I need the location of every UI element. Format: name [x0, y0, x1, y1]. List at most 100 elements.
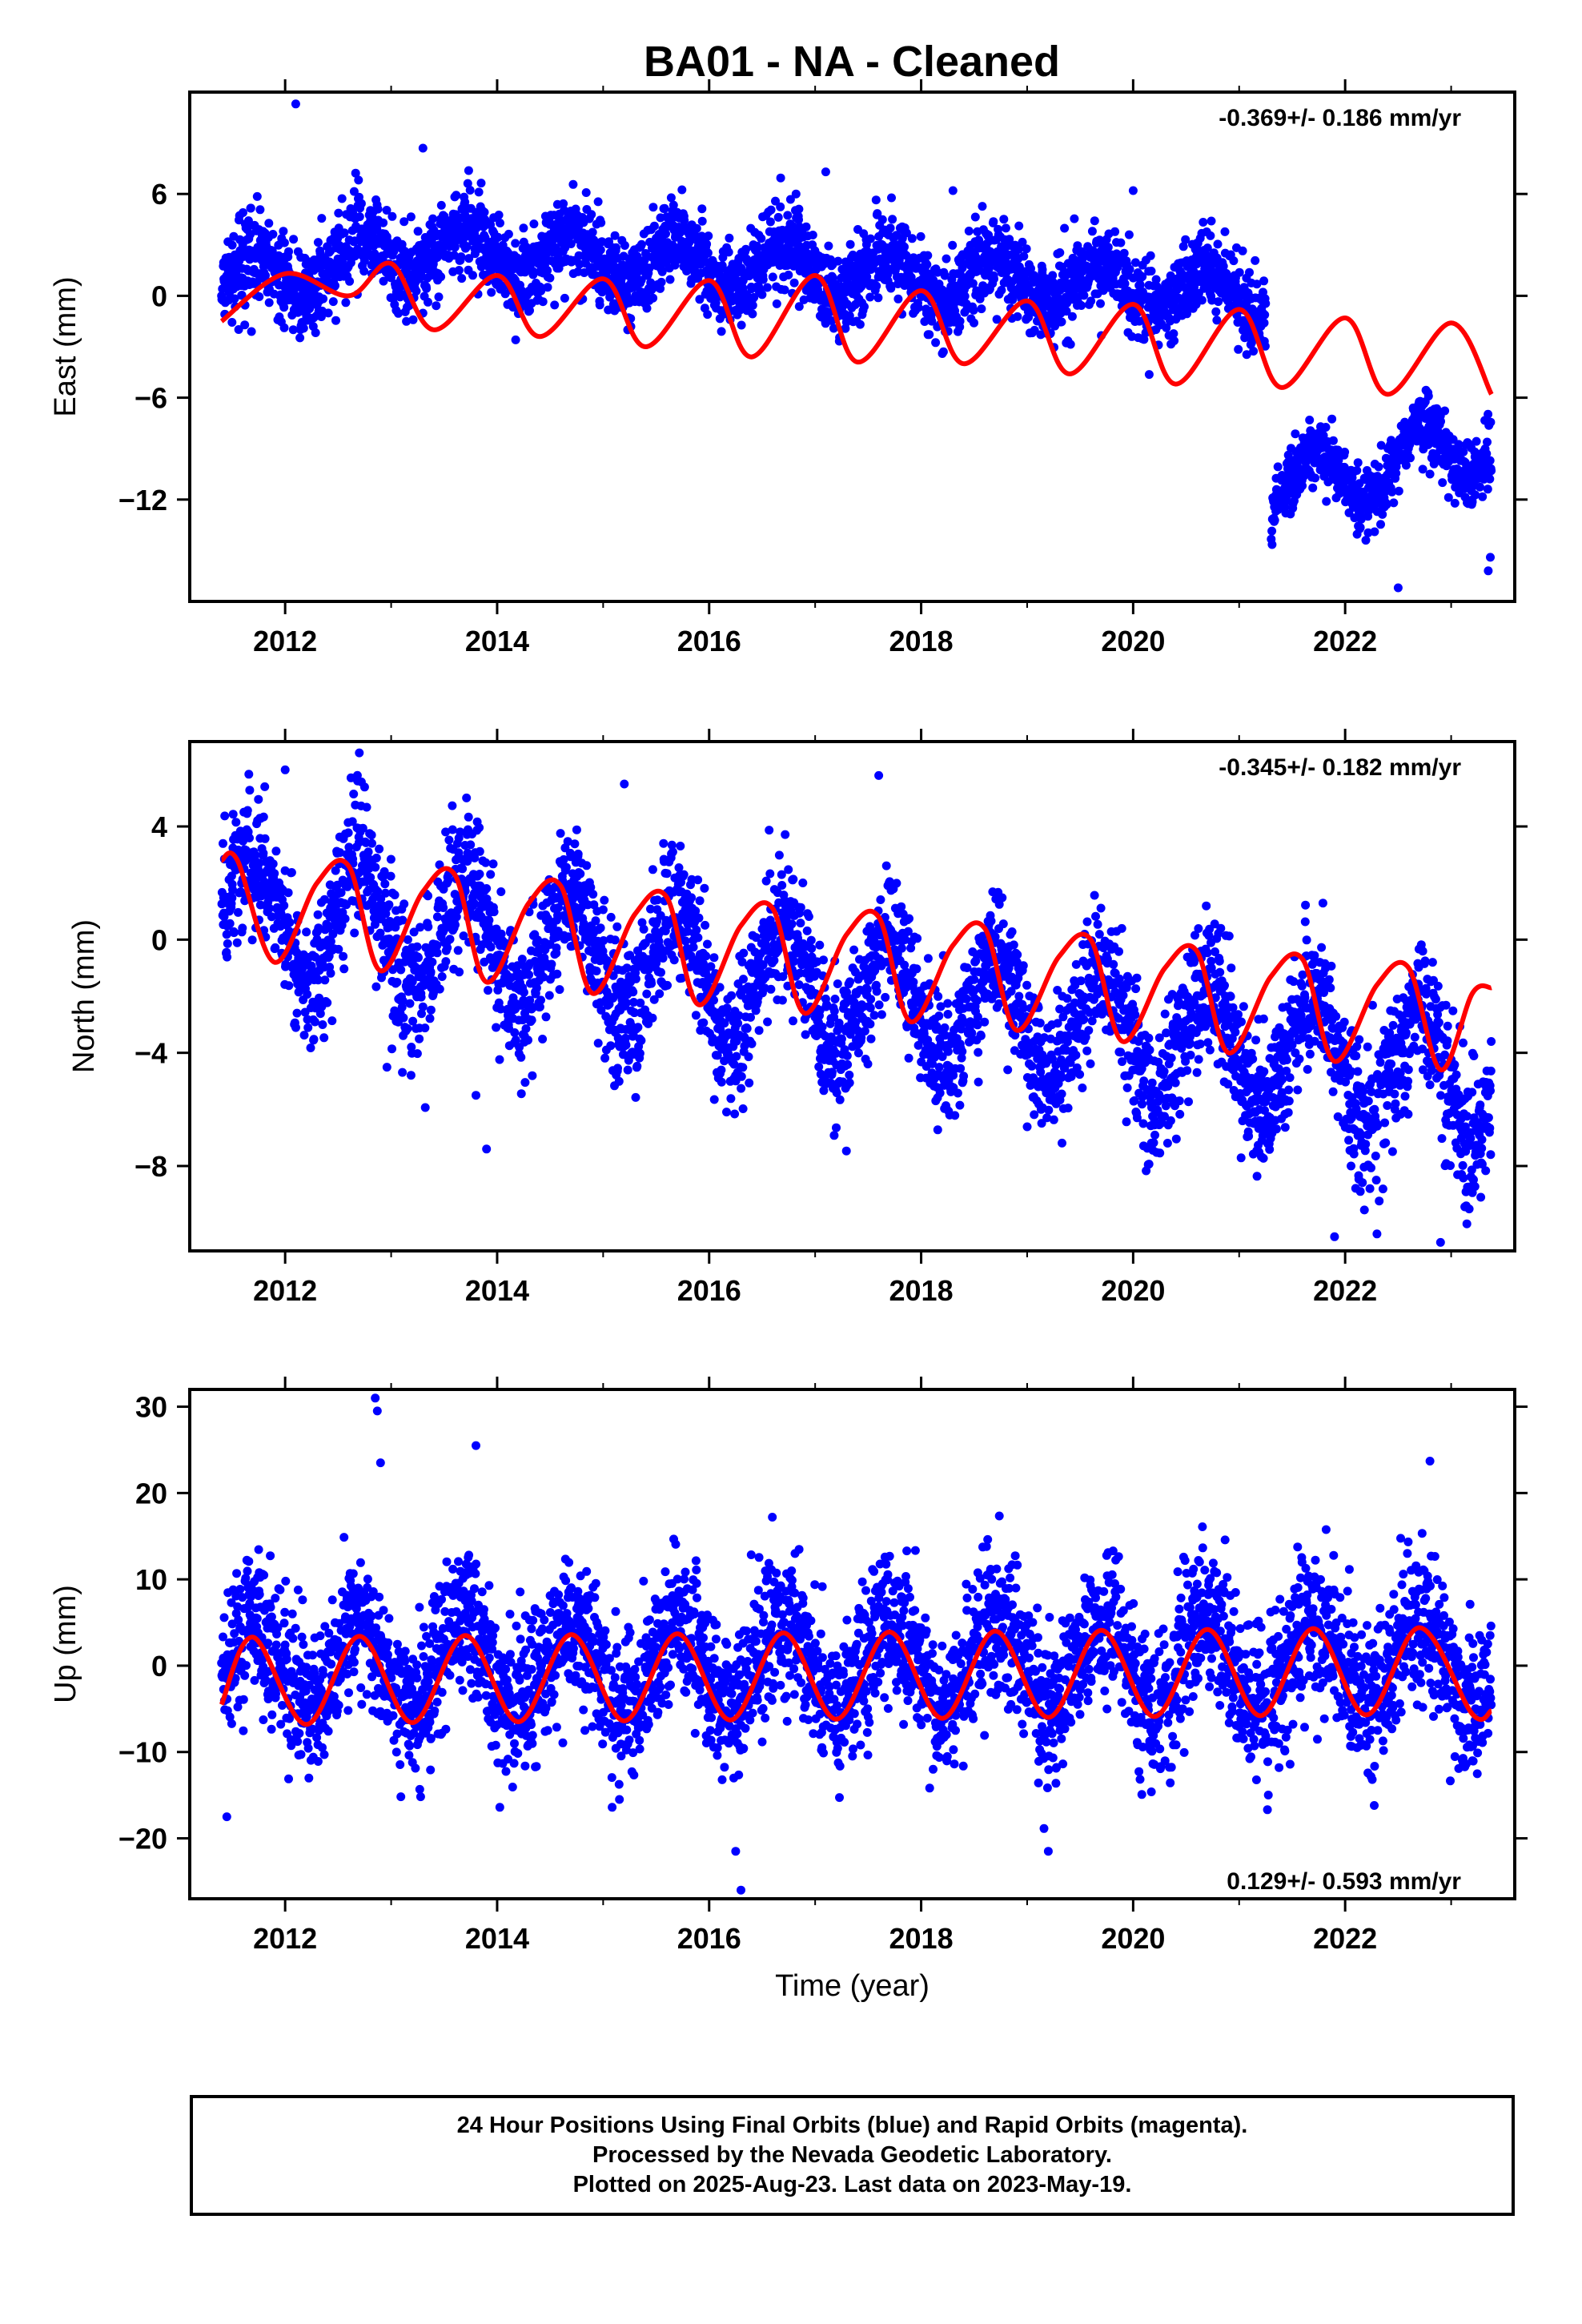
data-point	[702, 239, 712, 249]
data-point	[1450, 498, 1460, 508]
data-point	[354, 175, 363, 185]
data-point	[245, 833, 254, 842]
data-point	[245, 786, 255, 795]
data-point	[1199, 218, 1208, 227]
data-point	[857, 282, 866, 292]
data-point	[824, 241, 833, 251]
data-point	[371, 982, 381, 991]
data-point	[302, 927, 311, 937]
data-point	[384, 900, 394, 910]
data-point	[435, 984, 444, 994]
data-point	[1311, 473, 1320, 483]
data-point	[1062, 307, 1071, 316]
data-point	[765, 217, 775, 227]
data-point	[310, 1017, 319, 1027]
data-point	[323, 308, 333, 318]
data-point	[619, 251, 628, 261]
data-point	[1038, 265, 1047, 275]
data-point	[456, 252, 466, 262]
data-point	[644, 263, 654, 273]
y-tick-label: 4	[151, 810, 167, 843]
data-point	[489, 907, 499, 917]
data-point	[1170, 336, 1179, 345]
data-point	[717, 327, 726, 336]
data-point	[264, 219, 274, 228]
data-point	[872, 281, 881, 291]
data-point	[313, 910, 323, 919]
data-point	[327, 1016, 337, 1026]
data-point	[595, 300, 604, 310]
data-point	[237, 291, 247, 300]
data-point	[1024, 312, 1034, 322]
data-point	[1055, 248, 1065, 257]
data-point	[492, 1023, 501, 1032]
data-point	[284, 247, 293, 256]
data-point	[1259, 276, 1269, 286]
data-point	[1374, 462, 1383, 472]
data-point	[265, 903, 274, 913]
outlier-point	[1486, 553, 1495, 562]
data-point	[465, 186, 475, 195]
data-point	[703, 248, 713, 258]
data-point	[736, 305, 745, 315]
data-point	[1468, 497, 1477, 507]
data-point	[1485, 474, 1495, 484]
data-point	[1067, 312, 1077, 321]
data-point	[1334, 456, 1343, 465]
data-point	[1484, 409, 1493, 419]
data-point	[913, 303, 923, 312]
data-point	[680, 215, 689, 225]
data-point	[620, 241, 629, 250]
data-point	[403, 1023, 412, 1033]
data-point	[291, 1023, 300, 1032]
data-point	[1014, 221, 1024, 231]
data-point	[543, 283, 552, 292]
data-point	[387, 211, 397, 221]
data-point	[231, 818, 241, 827]
y-tick-label: −4	[135, 1037, 167, 1070]
x-tick-label: 2020	[1101, 1274, 1165, 1307]
data-point	[1235, 267, 1244, 277]
data-point	[757, 290, 767, 300]
data-point	[1485, 456, 1495, 465]
data-point	[547, 959, 556, 969]
data-point	[762, 283, 772, 292]
data-point	[1019, 251, 1029, 261]
data-point	[697, 216, 707, 226]
data-point	[339, 964, 349, 974]
data-point	[223, 939, 232, 948]
data-point	[989, 217, 998, 227]
data-point	[860, 302, 869, 312]
data-point	[862, 272, 872, 282]
data-point	[230, 294, 239, 304]
data-point	[1197, 296, 1207, 305]
data-point	[1138, 272, 1147, 281]
data-point	[511, 335, 520, 344]
data-point	[596, 218, 606, 227]
data-point	[519, 223, 528, 233]
data-point	[495, 1055, 504, 1064]
data-point	[259, 848, 268, 858]
data-point	[414, 953, 423, 963]
data-point	[974, 235, 984, 245]
data-point	[328, 297, 338, 307]
data-point	[331, 316, 340, 325]
data-point	[1472, 436, 1481, 446]
data-point	[228, 810, 238, 819]
data-point	[223, 952, 232, 962]
data-point	[543, 266, 552, 275]
data-point	[757, 234, 766, 243]
data-point	[568, 179, 578, 189]
data-point	[855, 320, 865, 329]
data-point	[1298, 481, 1307, 491]
data-point	[415, 1034, 424, 1043]
data-point	[938, 347, 948, 356]
data-point	[1423, 392, 1433, 401]
data-point	[418, 1002, 428, 1011]
data-point	[1389, 498, 1399, 508]
data-point	[1322, 497, 1331, 506]
data-point	[474, 187, 484, 197]
data-point	[1234, 344, 1243, 354]
data-point	[469, 899, 479, 908]
data-point	[1120, 279, 1130, 288]
